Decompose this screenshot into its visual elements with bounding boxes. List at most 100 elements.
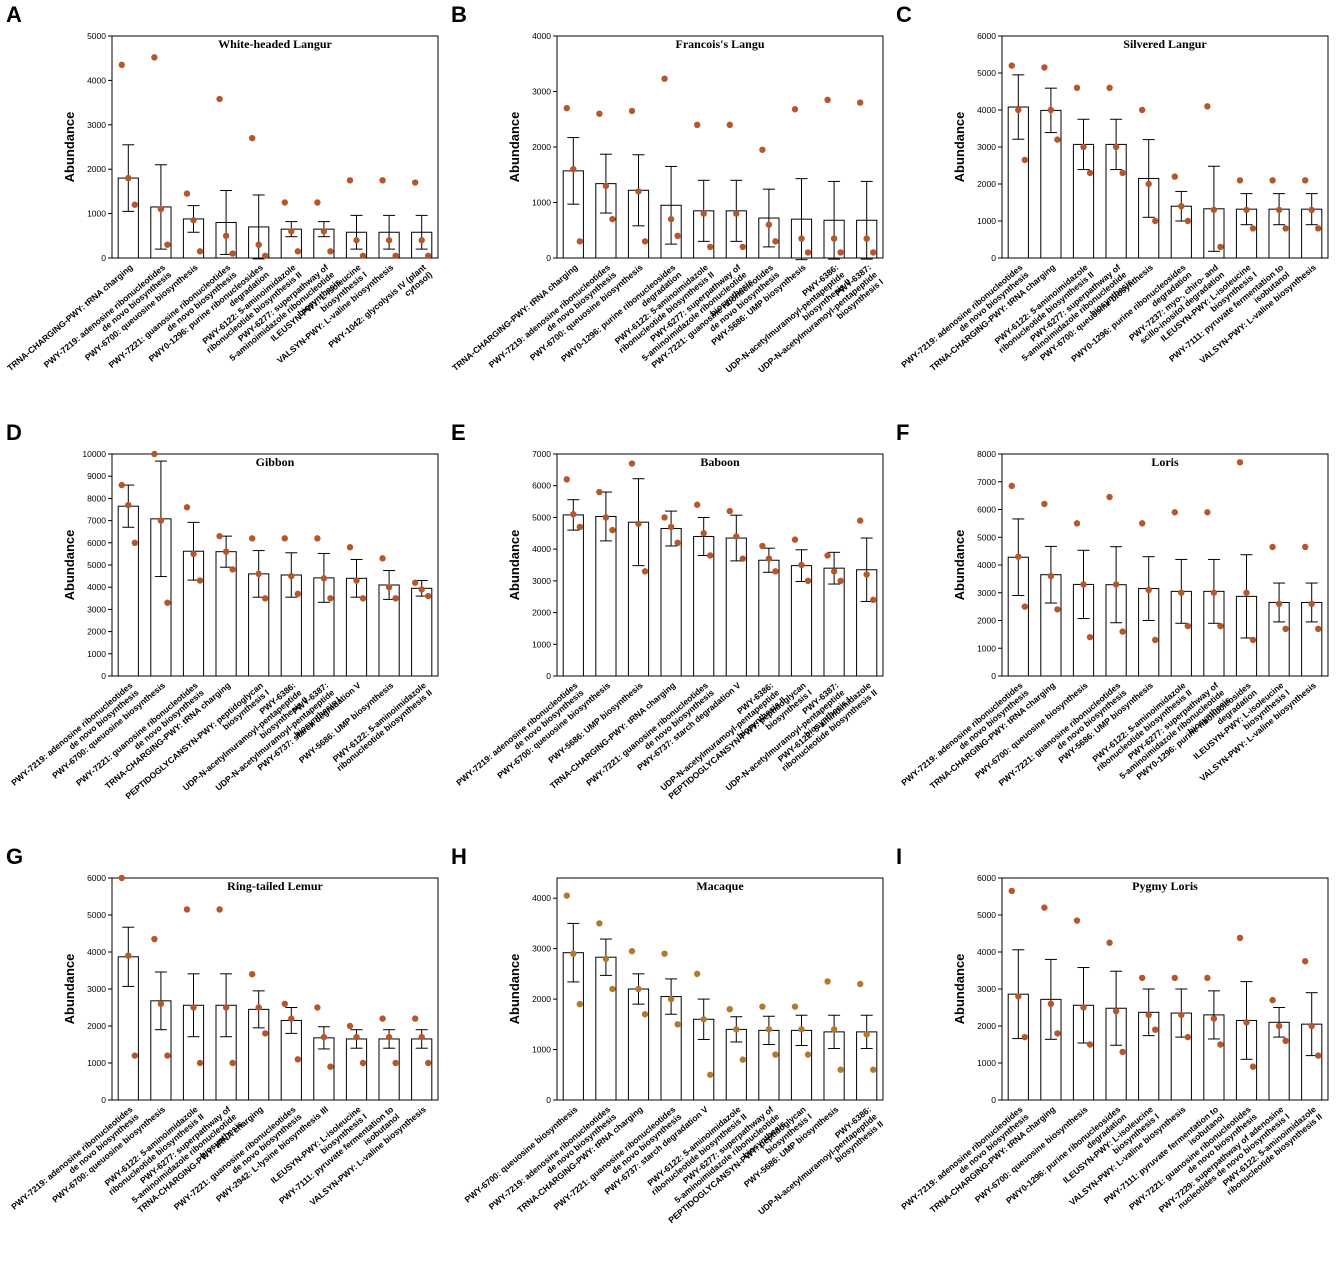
data-point	[661, 75, 668, 82]
data-point	[1301, 543, 1309, 551]
y-tick-label: 4000	[87, 75, 106, 85]
y-tick-label: 5000	[977, 910, 996, 920]
data-point	[1145, 180, 1152, 188]
data-point	[1106, 84, 1113, 92]
data-point	[739, 1056, 747, 1063]
data-point	[320, 228, 328, 235]
data-point	[1152, 217, 1159, 225]
y-tick-label: 1000	[87, 649, 106, 659]
data-point	[379, 1015, 386, 1022]
data-point	[216, 906, 223, 913]
data-point	[327, 595, 334, 602]
panel: D Gibbon Abundance 0 1000 2000 3000 4000 5000 600…	[6, 420, 439, 801]
y-tick-label: 3000	[87, 604, 106, 614]
y-tick-label: 6000	[87, 873, 106, 883]
data-point	[576, 238, 584, 245]
y-tick-label: 4000	[977, 105, 996, 115]
data-point	[190, 1004, 197, 1011]
data-point	[870, 249, 877, 256]
data-point	[222, 548, 230, 555]
data-point	[1249, 636, 1257, 644]
y-axis-label: Abundance	[62, 530, 77, 601]
data-point	[248, 535, 256, 542]
data-point	[379, 555, 386, 562]
data-point	[1152, 636, 1159, 644]
data-point	[1171, 509, 1178, 516]
panel: E Baboon Abundance 0 1000 2000 3000 4000 5000 600…	[451, 420, 884, 801]
y-tick-label: 2000	[87, 627, 106, 637]
bar	[411, 587, 433, 677]
panel: HMacaqueAbundance01000200030004000PWY-67…	[451, 844, 885, 1225]
panel-letter: D	[6, 420, 22, 445]
data-point	[190, 217, 197, 224]
panel-letter: E	[451, 420, 466, 445]
y-tick-label: 0	[546, 671, 551, 681]
data-point	[346, 544, 354, 551]
data-point	[229, 566, 236, 573]
data-point	[726, 121, 733, 128]
data-point	[157, 1000, 165, 1007]
data-point	[602, 955, 610, 962]
data-point	[1073, 917, 1081, 924]
data-point	[1008, 887, 1015, 895]
data-point	[1054, 606, 1061, 613]
y-axis-label: Abundance	[507, 112, 522, 183]
data-point	[1138, 974, 1146, 982]
y-tick-label: 1000	[87, 209, 106, 219]
error-bar	[252, 194, 265, 260]
data-point	[863, 1031, 870, 1038]
data-point	[863, 235, 870, 242]
data-point	[1145, 586, 1152, 594]
data-point	[1112, 1008, 1120, 1015]
chart-title: White-headed Langur	[218, 37, 332, 51]
data-point	[772, 238, 779, 245]
data-point	[563, 892, 570, 899]
y-tick-label: 1000	[87, 1058, 106, 1068]
data-point	[314, 1004, 321, 1011]
error-bar	[350, 214, 363, 250]
data-point	[118, 481, 125, 489]
data-point	[1243, 206, 1250, 214]
data-point	[1249, 225, 1257, 232]
y-tick-label: 3000	[87, 120, 106, 130]
bar	[117, 505, 139, 677]
data-point	[570, 950, 577, 957]
data-point	[1145, 1011, 1152, 1019]
y-tick-label: 4000	[977, 560, 996, 570]
data-point	[294, 590, 302, 598]
data-point	[1178, 203, 1185, 210]
y-tick-label: 5000	[87, 910, 106, 920]
data-point	[327, 1063, 334, 1070]
panel: A White-headed Langur Abundance 0 1000 2000 30…	[5, 2, 439, 373]
data-point	[1269, 177, 1276, 184]
data-point	[1021, 1033, 1029, 1041]
data-point	[635, 188, 642, 195]
data-point	[1308, 600, 1315, 608]
data-point	[118, 61, 125, 69]
data-point	[661, 514, 668, 521]
data-point	[1080, 1004, 1087, 1011]
data-point	[1171, 173, 1178, 180]
x-tick-label: TRNA-CHARGING-PWY: tRNA charging	[928, 1104, 1057, 1215]
y-tick-label: 8000	[977, 449, 996, 459]
data-point	[759, 1003, 766, 1010]
y-tick-label: 5000	[87, 560, 106, 570]
data-point	[856, 517, 864, 524]
panel-letter: F	[896, 420, 909, 445]
data-point	[824, 96, 831, 104]
data-point	[824, 978, 831, 985]
error-bar	[665, 165, 678, 245]
panel-letter: A	[6, 2, 22, 27]
data-point	[151, 450, 158, 458]
bar	[660, 528, 682, 677]
data-point	[830, 568, 838, 575]
data-point	[131, 201, 139, 208]
data-point	[294, 1056, 302, 1063]
data-point	[125, 174, 132, 182]
data-point	[320, 1033, 328, 1041]
data-point	[151, 935, 158, 943]
data-point	[418, 237, 425, 244]
data-point	[1021, 156, 1029, 164]
data-point	[641, 238, 649, 245]
